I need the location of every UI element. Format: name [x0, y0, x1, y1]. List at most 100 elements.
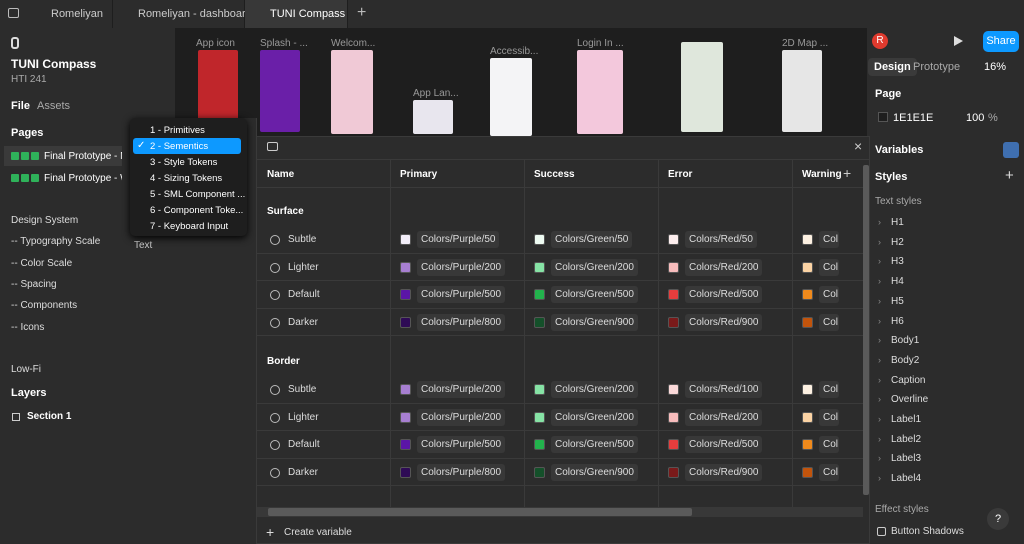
frame-thumbnail[interactable] — [577, 50, 623, 134]
page-name[interactable]: Final Prototype - Watc — [44, 173, 143, 184]
value-chip[interactable]: Colors/Purple/200 — [417, 408, 506, 426]
value-chip[interactable]: Colors/Purple/500 — [417, 286, 506, 303]
variable-row[interactable] — [257, 431, 863, 459]
avatar[interactable]: R — [872, 33, 888, 49]
text-style[interactable]: Label3 — [891, 453, 922, 465]
value-chip[interactable]: Col — [819, 313, 839, 331]
sidebar-group[interactable]: Text — [134, 240, 153, 251]
create-variable[interactable]: Create variable — [284, 527, 352, 538]
frame-thumbnail[interactable] — [260, 50, 300, 132]
value-chip[interactable]: Col — [819, 463, 839, 481]
add-mode[interactable]: + — [843, 165, 852, 181]
variable-name[interactable]: Darker — [288, 466, 319, 478]
frame-thumbnail[interactable] — [413, 100, 453, 134]
page-name[interactable]: -- Spacing — [11, 279, 57, 290]
variable-row[interactable] — [257, 254, 863, 281]
value-chip[interactable]: Colors/Green/50 — [551, 231, 633, 248]
value-chip[interactable]: Colors/Red/100 — [685, 381, 763, 398]
variable-name[interactable]: Subtle — [288, 234, 317, 245]
play-button[interactable] — [954, 36, 963, 46]
column-header[interactable]: Success — [534, 169, 575, 180]
value-chip[interactable]: Colors/Purple/800 — [417, 463, 506, 481]
home-icon[interactable] — [8, 8, 19, 18]
value-chip[interactable]: Colors/Red/500 — [685, 286, 763, 303]
value-chip[interactable]: Colors/Green/900 — [551, 313, 638, 331]
page-name[interactable]: -- Icons — [11, 322, 45, 333]
text-style[interactable]: H4 — [891, 276, 904, 288]
column-header[interactable]: Name — [267, 169, 295, 180]
effect-style[interactable]: Button Shadows — [891, 526, 964, 537]
variable-name[interactable]: Lighter — [288, 261, 319, 273]
text-style[interactable]: Label1 — [891, 414, 922, 425]
page-color[interactable]: 1E1E1E — [893, 112, 934, 124]
text-style[interactable]: Body2 — [891, 354, 920, 366]
value-chip[interactable]: Colors/Green/500 — [551, 436, 638, 453]
value-chip[interactable]: Colors/Red/900 — [685, 313, 763, 331]
menu-item[interactable]: 4 - Sizing Tokens — [150, 173, 223, 184]
share-button[interactable]: Share — [983, 31, 1019, 52]
browser-tab[interactable] — [113, 0, 245, 28]
help-button[interactable]: ? — [987, 508, 1009, 530]
column-header[interactable]: Error — [668, 169, 693, 180]
value-chip[interactable]: Col — [819, 436, 839, 453]
value-chip[interactable]: Col — [819, 408, 839, 426]
text-style[interactable]: Label2 — [891, 433, 922, 445]
page-name[interactable]: Design System — [11, 215, 79, 226]
variables-button[interactable] — [1003, 142, 1019, 158]
browser-tab[interactable] — [28, 0, 113, 28]
text-style[interactable]: Body1 — [891, 335, 920, 347]
menu-item[interactable]: 2 - Sementics — [150, 141, 209, 152]
variable-row[interactable] — [257, 281, 863, 309]
value-chip[interactable]: Colors/Green/500 — [551, 286, 638, 303]
panel-tab[interactable]: Assets — [37, 100, 71, 112]
value-chip[interactable]: Colors/Green/200 — [551, 408, 638, 426]
panel-tab[interactable]: Prototype — [913, 61, 961, 73]
v-scroll-thumb[interactable] — [863, 165, 869, 495]
variable-row[interactable] — [257, 226, 863, 254]
text-style[interactable]: Label4 — [891, 473, 922, 485]
value-chip[interactable]: Colors/Green/200 — [551, 381, 638, 398]
menu-item[interactable]: 7 - Keyboard Input — [150, 221, 229, 232]
menu-item[interactable]: 5 - SML Component ... — [150, 189, 246, 200]
column-header[interactable]: Warning — [802, 169, 842, 180]
value-chip[interactable]: Colors/Purple/800 — [417, 313, 506, 331]
variable-name[interactable]: Default — [288, 439, 320, 450]
text-style[interactable]: H3 — [891, 256, 904, 268]
text-style[interactable]: Overline — [891, 394, 929, 406]
variable-name[interactable]: Default — [288, 289, 320, 300]
value-chip[interactable]: Col — [819, 381, 839, 398]
frame-thumbnail[interactable] — [782, 50, 822, 132]
frame-thumbnail[interactable] — [681, 42, 723, 132]
variable-row[interactable] — [257, 404, 863, 431]
panel-tab[interactable]: File — [11, 100, 30, 112]
menu-item[interactable]: 1 - Primitives — [150, 125, 205, 136]
value-chip[interactable]: Colors/Purple/500 — [417, 436, 506, 453]
text-style[interactable]: H2 — [891, 236, 904, 248]
h-scroll-thumb[interactable] — [268, 508, 692, 516]
add-style[interactable]: + — [1005, 167, 1014, 184]
page-name[interactable]: -- Color Scale — [11, 258, 73, 269]
page-name[interactable]: Final Prototype - Mob — [44, 151, 140, 162]
value-chip[interactable]: Colors/Green/200 — [551, 258, 638, 276]
text-style[interactable]: Caption — [891, 374, 926, 386]
panel-tab[interactable]: Design — [868, 58, 917, 76]
variable-row[interactable] — [257, 376, 863, 404]
variable-name[interactable]: Lighter — [288, 411, 319, 423]
sidebar-toggle[interactable] — [267, 142, 278, 151]
value-chip[interactable]: Colors/Purple/50 — [417, 231, 500, 248]
variable-row[interactable] — [257, 309, 863, 336]
value-chip[interactable]: Colors/Red/500 — [685, 436, 763, 453]
column-header[interactable]: Primary — [400, 169, 438, 180]
frame-thumbnail[interactable] — [490, 58, 532, 136]
value-chip[interactable]: Colors/Purple/200 — [417, 381, 506, 398]
layer-name[interactable]: Section 1 — [27, 411, 72, 422]
value-chip[interactable]: Colors/Purple/200 — [417, 258, 506, 276]
variable-row[interactable] — [257, 459, 863, 486]
value-chip[interactable]: Colors/Red/200 — [685, 408, 763, 426]
frame-thumbnail[interactable] — [331, 50, 373, 134]
menu-item[interactable]: 6 - Component Toke... — [150, 205, 244, 216]
value-chip[interactable]: Col — [819, 258, 839, 276]
value-chip[interactable]: Col — [819, 231, 839, 248]
text-style[interactable]: H5 — [891, 295, 904, 307]
value-chip[interactable]: Colors/Green/900 — [551, 463, 638, 481]
